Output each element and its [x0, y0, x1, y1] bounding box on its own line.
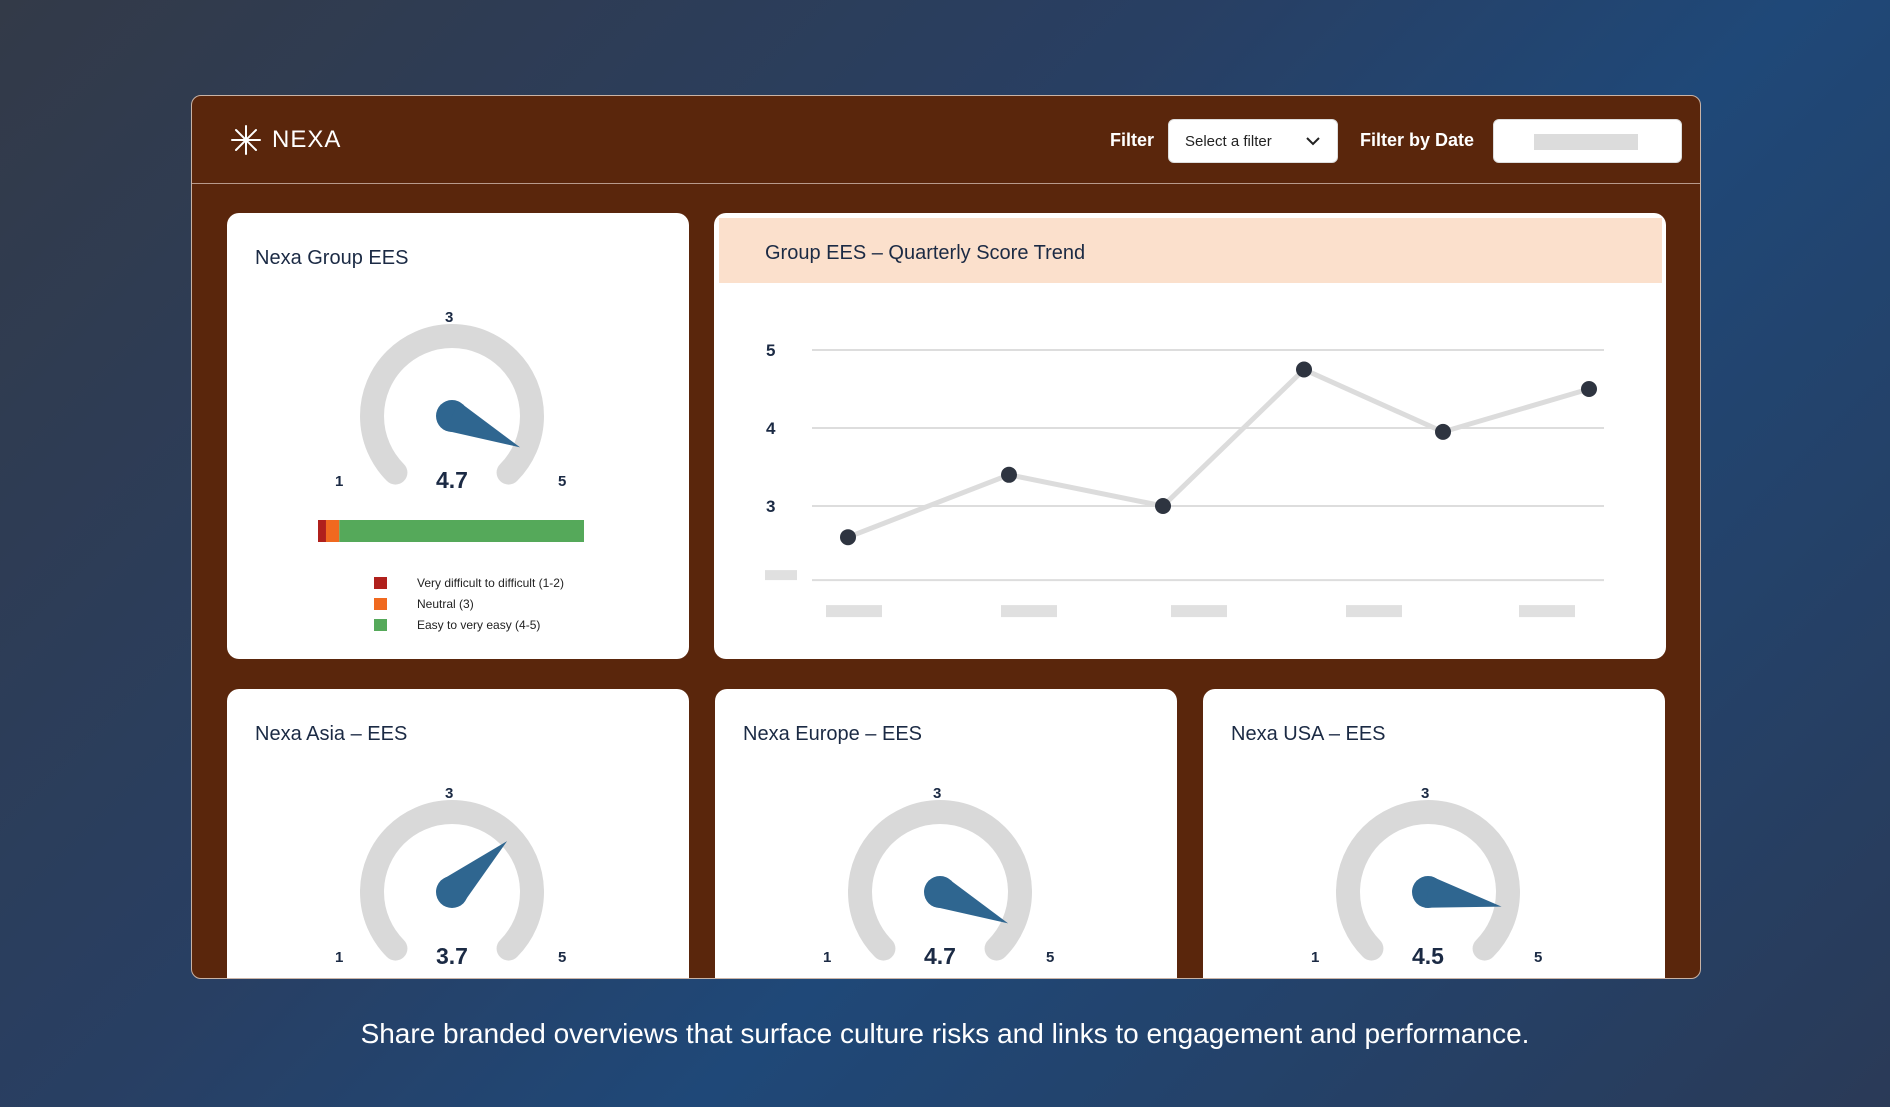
data-point	[1581, 381, 1597, 397]
dashboard-window: NEXA Filter Select a filter Filter by Da…	[191, 95, 1701, 979]
legend-item: Very difficult to difficult (1-2)	[374, 576, 564, 590]
legend-label: Very difficult to difficult (1-2)	[417, 576, 564, 590]
data-point	[840, 529, 856, 546]
gauge-needle	[436, 400, 521, 448]
gauge-max-label: 5	[1534, 949, 1543, 966]
gauge-min-label: 1	[335, 949, 344, 966]
gauge-mid-label: 3	[933, 785, 942, 802]
gauge-min-label: 1	[335, 473, 344, 490]
distribution-segment	[318, 520, 326, 542]
data-point	[1001, 466, 1017, 483]
card-title: Nexa USA – EES	[1231, 723, 1386, 745]
card-title: Nexa Europe – EES	[743, 723, 922, 745]
top-bar: NEXA Filter Select a filter Filter by Da…	[192, 96, 1700, 184]
gauge-needle	[436, 841, 508, 908]
date-placeholder	[1534, 134, 1638, 150]
logo-text: NEXA	[272, 126, 342, 153]
legend-item: Neutral (3)	[374, 597, 474, 611]
data-point	[1435, 423, 1451, 440]
distribution-segment	[325, 520, 340, 542]
gauge-max-label: 5	[558, 949, 567, 966]
gauge-needle	[1412, 876, 1502, 908]
data-point	[1296, 361, 1312, 378]
gauge-mid-label: 3	[1421, 785, 1430, 802]
gauge-min-label: 1	[1311, 949, 1320, 966]
x-tick-placeholder	[1171, 605, 1227, 618]
filter-label: Filter	[1110, 130, 1155, 150]
legend-label: Easy to very easy (4-5)	[417, 618, 541, 632]
group-ees-card: Nexa Group EES 3 1 5 4.7 Very difficult …	[227, 213, 689, 659]
data-point	[1155, 498, 1171, 514]
card-title: Nexa Asia – EES	[255, 723, 408, 745]
region-card-asia: Nexa Asia – EES 3 1 5 3.7	[227, 689, 689, 978]
gauge-value: 4.7	[436, 467, 468, 493]
gauge-value: 4.5	[1412, 943, 1444, 969]
y-tick-placeholder	[765, 570, 797, 581]
distribution-bar	[318, 520, 584, 542]
series-line	[847, 366, 1590, 540]
asterisk-logo-icon	[231, 125, 261, 155]
region-card-europe: Nexa Europe – EES 3 1 5 4.7	[715, 689, 1177, 978]
gauge-track	[360, 324, 544, 485]
card-title: Nexa Group EES	[255, 247, 409, 269]
gauge-max-label: 5	[1046, 949, 1055, 966]
gauge-min-label: 1	[823, 949, 832, 966]
gauge-mid-label: 3	[445, 309, 454, 326]
legend-swatch-orange	[374, 598, 387, 610]
gauge	[848, 800, 1032, 961]
gauge-max-label: 5	[558, 473, 567, 490]
trend-card-header: Group EES – Quarterly Score Trend	[719, 218, 1662, 283]
gauge	[1336, 800, 1520, 961]
gauge-track	[360, 800, 544, 961]
date-filter-label: Filter by Date	[1360, 130, 1475, 150]
gauge-value: 4.7	[924, 943, 956, 969]
y-tick-label: 4	[766, 419, 776, 438]
region-card-usa: Nexa USA – EES 3 1 5 4.5	[1203, 689, 1665, 978]
legend-swatch-red	[374, 577, 387, 589]
legend-item: Easy to very easy (4-5)	[374, 618, 540, 632]
trend-line-chart: 5 4 3	[765, 341, 1604, 618]
trend-card: Group EES – Quarterly Score Trend 5 4 3	[714, 213, 1666, 659]
gauge	[360, 800, 544, 961]
gauge-mid-label: 3	[445, 785, 454, 802]
gauge	[360, 324, 544, 485]
date-filter-input[interactable]	[1493, 119, 1682, 163]
x-tick-placeholder	[1519, 605, 1575, 618]
filter-select[interactable]: Select a filter	[1168, 119, 1338, 163]
chevron-down-icon	[1306, 137, 1320, 146]
gauge-value: 3.7	[436, 943, 468, 969]
distribution-segment	[339, 520, 584, 542]
gauge-track	[1336, 800, 1520, 961]
x-tick-placeholder	[1346, 605, 1402, 618]
caption-text: Share branded overviews that surface cul…	[360, 1018, 1530, 1049]
legend-label: Neutral (3)	[417, 597, 474, 611]
gauge-track	[848, 800, 1032, 961]
filter-select-value: Select a filter	[1185, 132, 1272, 150]
x-tick-placeholder	[826, 605, 882, 618]
x-tick-placeholder	[1001, 605, 1057, 618]
y-tick-label: 5	[766, 341, 775, 360]
legend-swatch-green	[374, 619, 387, 631]
logo[interactable]: NEXA	[230, 124, 341, 156]
y-tick-label: 3	[766, 497, 775, 516]
trend-card-title: Group EES – Quarterly Score Trend	[765, 242, 1086, 264]
gauge-needle	[924, 876, 1009, 924]
